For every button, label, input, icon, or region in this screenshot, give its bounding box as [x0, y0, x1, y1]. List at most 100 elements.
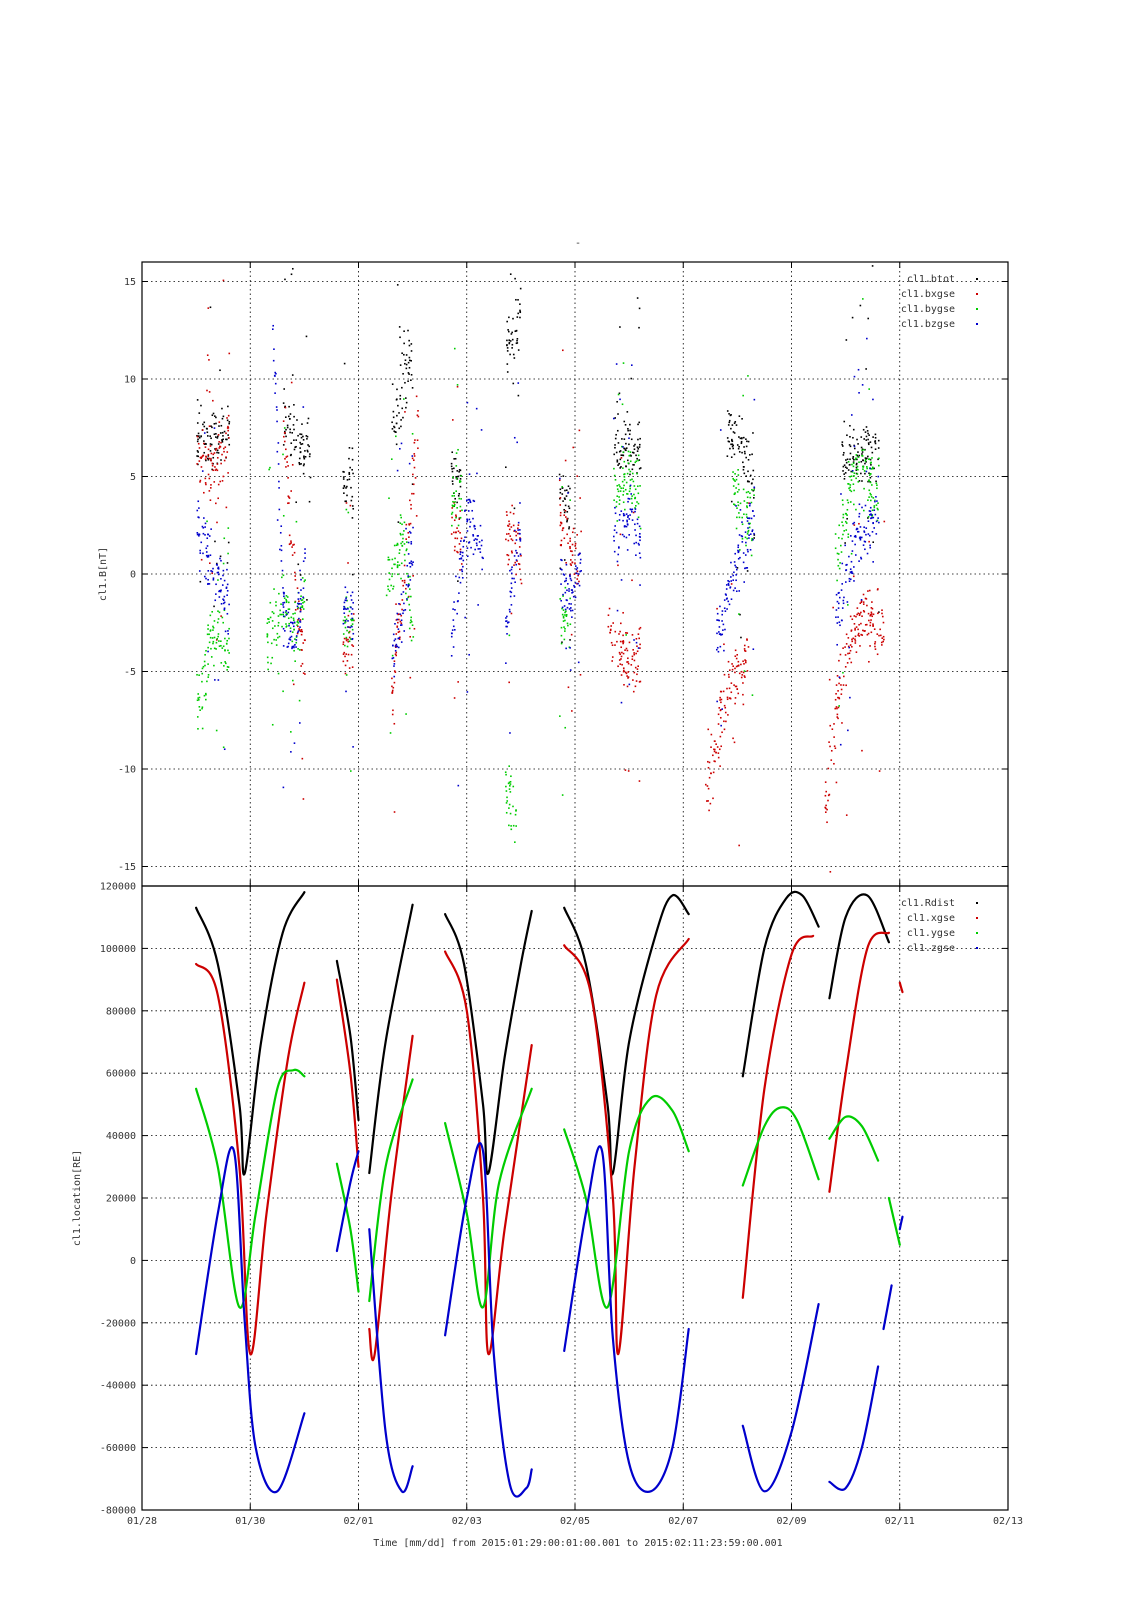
- scatter-point: [618, 450, 621, 453]
- scatter-point: [288, 502, 290, 504]
- scatter-point: [203, 660, 206, 663]
- scatter-point: [351, 608, 354, 610]
- scatter-point: [738, 436, 740, 438]
- scatter-point: [636, 645, 638, 648]
- scatter-point: [851, 640, 854, 643]
- scatter-point: [862, 609, 865, 612]
- scatter-point: [273, 348, 275, 350]
- scatter-point: [880, 634, 882, 637]
- scatter-point: [882, 621, 885, 624]
- scatter-point: [218, 590, 220, 593]
- scatter-point: [851, 638, 853, 641]
- scatter-point: [870, 514, 873, 516]
- scatter-point: [743, 513, 745, 516]
- scatter-point: [211, 462, 214, 465]
- scatter-point: [206, 520, 208, 523]
- scatter-point: [517, 394, 520, 397]
- scatter-point: [746, 639, 748, 641]
- scatter-point: [860, 536, 863, 539]
- scatter-point: [631, 634, 634, 636]
- scatter-point: [405, 397, 407, 399]
- legend-label: cl1.zgse: [907, 943, 955, 954]
- x-tick-label: 01/30: [235, 1516, 265, 1527]
- scatter-point: [726, 698, 729, 701]
- scatter-point: [633, 659, 636, 662]
- scatter-point: [737, 469, 739, 471]
- scatter-point: [866, 604, 868, 607]
- scatter-point: [287, 617, 290, 620]
- scatter-point: [392, 644, 394, 647]
- scatter-point: [834, 547, 837, 550]
- scatter-point: [220, 459, 222, 461]
- scatter-point: [344, 616, 346, 618]
- scatter-point: [625, 536, 628, 539]
- scatter-point: [400, 425, 402, 428]
- scatter-point: [514, 330, 517, 333]
- scatter-point: [568, 588, 570, 590]
- scatter-point: [519, 311, 522, 314]
- scatter-point: [573, 573, 576, 575]
- scatter-point: [877, 447, 880, 449]
- scatter-point: [638, 459, 641, 461]
- scatter-point: [292, 424, 295, 426]
- scatter-point: [737, 692, 740, 695]
- scatter-point: [219, 589, 221, 592]
- scatter-point: [619, 490, 622, 492]
- x-tick-label: 02/01: [343, 1516, 373, 1527]
- scatter-point: [227, 649, 229, 652]
- scatter-point: [216, 637, 218, 640]
- scatter-point: [405, 354, 408, 356]
- scatter-point: [839, 653, 842, 656]
- scatter-point: [351, 666, 354, 668]
- scatter-point: [295, 445, 297, 448]
- x-tick-label: 01/28: [127, 1516, 157, 1527]
- y-tick-label: 60000: [106, 1069, 136, 1080]
- scatter-point: [617, 553, 620, 556]
- scatter-point: [217, 483, 220, 486]
- scatter-point: [407, 380, 409, 383]
- scatter-point: [619, 458, 622, 461]
- scatter-point: [508, 608, 511, 611]
- scatter-point: [562, 475, 565, 477]
- scatter-point: [205, 551, 208, 553]
- y-tick-label: 0: [130, 1256, 136, 1267]
- scatter-point: [628, 443, 630, 446]
- scatter-point: [276, 450, 279, 453]
- scatter-point: [202, 423, 204, 426]
- scatter-point: [206, 545, 209, 547]
- scatter-point: [714, 748, 716, 751]
- scatter-point: [461, 509, 463, 512]
- scatter-point: [862, 428, 865, 431]
- scatter-point: [624, 769, 627, 771]
- scatter-point: [212, 642, 214, 645]
- scatter-point: [208, 477, 211, 480]
- scatter-point: [512, 353, 515, 356]
- scatter-point: [342, 619, 345, 622]
- scatter-point: [408, 344, 411, 347]
- scatter-point: [718, 619, 720, 622]
- legend-marker: [976, 947, 978, 949]
- scatter-point: [415, 515, 418, 517]
- scatter-point: [827, 794, 830, 797]
- scatter-point: [751, 482, 753, 485]
- scatter-point: [707, 787, 710, 790]
- scatter-point: [296, 624, 298, 626]
- scatter-point: [615, 433, 617, 436]
- scatter-point: [851, 471, 854, 473]
- scatter-point: [738, 534, 741, 536]
- scatter-point: [863, 449, 865, 451]
- scatter-point: [476, 544, 478, 547]
- scatter-point: [848, 646, 851, 649]
- legend-label: cl1.ygse: [907, 928, 955, 939]
- scatter-point: [391, 558, 394, 561]
- scatter-point: [564, 586, 567, 589]
- scatter-point: [732, 444, 734, 447]
- scatter-point: [210, 656, 213, 658]
- scatter-point: [869, 546, 872, 549]
- scatter-point: [721, 731, 723, 734]
- scatter-point: [399, 398, 402, 400]
- scatter-point: [200, 404, 202, 407]
- scatter-point: [405, 401, 408, 404]
- scatter-point: [196, 450, 199, 452]
- legend-marker: [976, 308, 978, 310]
